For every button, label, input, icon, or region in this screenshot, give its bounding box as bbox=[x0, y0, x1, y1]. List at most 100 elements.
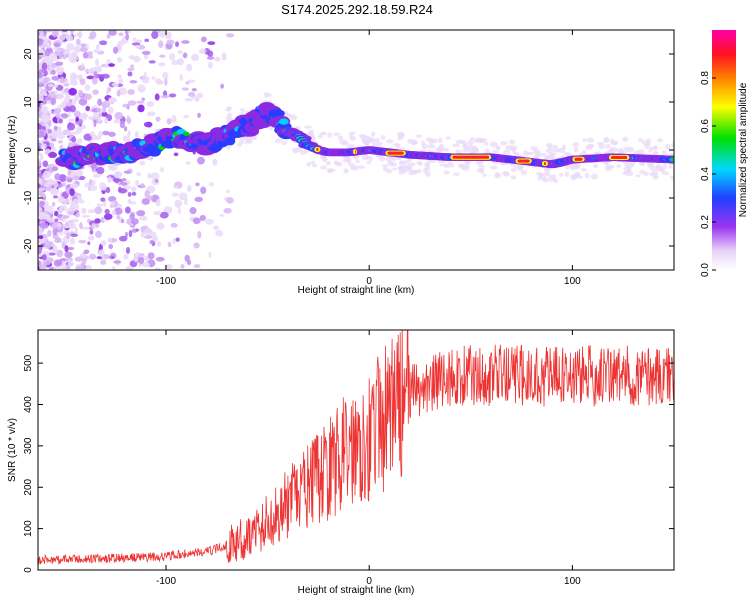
spectrogram-noise-cell bbox=[104, 208, 110, 215]
spectrogram-noise-cell bbox=[85, 105, 91, 112]
spectrogram-noise-cell bbox=[101, 73, 110, 79]
spectrogram-noise-cell bbox=[57, 140, 63, 144]
colorbar-tick-label: 0.4 bbox=[700, 167, 711, 181]
spectrogram-noise-cell bbox=[127, 67, 135, 72]
spectrogram-noise-cell bbox=[158, 30, 167, 38]
spectrogram-halo-cell bbox=[397, 165, 404, 171]
spectrogram-halo-cell bbox=[332, 132, 341, 136]
spectrogram-noise-cell bbox=[53, 267, 58, 270]
spectrogram-noise-cell bbox=[213, 225, 219, 231]
spectrogram-noise-cell bbox=[38, 187, 46, 192]
spectrogram-halo-cell bbox=[489, 165, 498, 170]
spectrogram-halo-cell bbox=[625, 170, 634, 177]
spectrogram-halo-cell bbox=[622, 171, 627, 176]
spectrogram-noise-cell bbox=[198, 48, 207, 55]
spectrogram-noise-cell bbox=[87, 54, 94, 59]
spectrogram-noise-cell bbox=[38, 183, 41, 188]
spectrogram-noise-cell bbox=[66, 122, 76, 131]
spectrogram-noise-cell bbox=[38, 69, 45, 73]
spectrogram-noise-cell bbox=[110, 201, 115, 207]
spectrogram-halo-cell bbox=[572, 141, 580, 148]
spectrogram-noise-cell bbox=[60, 101, 67, 109]
spectrogram-ridge-blob bbox=[669, 158, 674, 162]
spectrogram-ytick-label: 0 bbox=[23, 147, 34, 153]
spectrogram-noise-cell bbox=[59, 145, 63, 150]
spectrogram-noise-cell bbox=[123, 253, 129, 260]
spectrogram-noise-cell bbox=[143, 121, 153, 128]
spectrogram-halo-cell bbox=[622, 136, 629, 143]
spectrogram-noise-cell bbox=[39, 191, 45, 198]
spectrogram-noise-cell bbox=[107, 176, 112, 184]
spectrogram-halo-cell bbox=[341, 141, 350, 146]
spectrogram-halo-cell bbox=[326, 168, 332, 173]
spectrogram-noise-cell bbox=[100, 260, 107, 265]
spectrogram-noise-cell bbox=[186, 184, 192, 192]
spectrogram-noise-cell bbox=[42, 259, 52, 266]
spectrogram-noise-cell bbox=[120, 218, 125, 224]
spectrogram-halo-cell bbox=[311, 163, 317, 168]
spectrogram-noise-cell bbox=[96, 166, 105, 175]
spectrogram-noise-cell bbox=[75, 38, 81, 46]
spectrogram-noise-cell bbox=[155, 256, 165, 262]
spectrogram-noise-cell bbox=[83, 133, 93, 141]
spectrogram-noise-cell bbox=[173, 185, 179, 189]
spectrogram-noise-cell bbox=[138, 215, 148, 221]
spectrogram-noise-cell bbox=[108, 30, 117, 36]
spectrogram-noise-cell bbox=[114, 170, 122, 179]
spectrogram-noise-cell bbox=[105, 89, 110, 95]
spectrogram-noise-cell bbox=[183, 197, 188, 206]
spectrogram-noise-cell bbox=[158, 40, 164, 49]
spectrogram-noise-cell bbox=[66, 232, 71, 239]
spectrogram-halo-cell bbox=[590, 173, 599, 180]
spectrogram-noise-cell bbox=[156, 79, 164, 86]
spectrogram-noise-cell bbox=[77, 138, 83, 144]
spectrogram-halo-cell bbox=[596, 141, 604, 146]
spectrogram-halo-cell bbox=[357, 165, 365, 170]
spectrogram-noise-cell bbox=[72, 198, 80, 205]
spectrogram-halo-cell bbox=[569, 165, 576, 171]
spectrogram-ridge-blob bbox=[183, 131, 190, 136]
spectrogram-noise-cell bbox=[38, 151, 41, 156]
spectrogram-halo-cell bbox=[661, 150, 667, 154]
spectrogram-noise-cell bbox=[38, 178, 42, 183]
spectrogram-noise-cell bbox=[54, 31, 59, 37]
spectrogram-noise-cell bbox=[95, 230, 102, 239]
spectrogram-halo-cell bbox=[582, 149, 587, 154]
spectrogram-halo-cell bbox=[573, 173, 581, 179]
spectrogram-noise-cell bbox=[132, 37, 137, 42]
spectrogram-halo-cell bbox=[669, 175, 674, 180]
spectrogram-noise-cell bbox=[147, 172, 152, 179]
spectrogram-noise-cell bbox=[154, 267, 161, 270]
spectrogram-noise-cell bbox=[42, 170, 52, 178]
spectrogram-noise-cell bbox=[113, 260, 122, 264]
spectrogram-noise-cell bbox=[177, 50, 183, 55]
spectrogram-noise-cell bbox=[68, 57, 76, 62]
spectrogram-noise-cell bbox=[141, 97, 145, 101]
spectrogram-noise-cell bbox=[159, 54, 166, 58]
spectrogram-halo-cell bbox=[670, 142, 674, 148]
spectrogram-noise-cell bbox=[89, 253, 97, 260]
spectrogram-halo-cell bbox=[603, 136, 609, 143]
spectrogram-xlabel: Height of straight line (km) bbox=[298, 285, 415, 296]
spectrogram-noise-cell bbox=[42, 100, 47, 105]
spectrogram-noise-cell bbox=[68, 118, 75, 122]
spectrogram-noise-cell bbox=[59, 76, 65, 84]
spectrogram-noise-cell bbox=[63, 83, 70, 87]
spectrogram-halo-cell bbox=[443, 170, 450, 175]
spectrogram-noise-cell bbox=[86, 51, 94, 56]
spectrogram-noise-cell bbox=[84, 68, 90, 73]
spectrogram-halo-cell bbox=[582, 138, 587, 143]
spectrogram-halo-cell bbox=[513, 151, 520, 156]
spectrogram-noise-cell bbox=[96, 256, 103, 260]
spectrogram-noise-cell bbox=[114, 111, 124, 120]
spectrogram-noise-cell bbox=[81, 214, 91, 218]
spectrogram-halo-cell bbox=[543, 170, 551, 177]
spectrogram-noise-cell bbox=[118, 188, 127, 194]
spectrogram-halo-cell bbox=[428, 139, 435, 144]
spectrogram-noise-cell bbox=[67, 246, 75, 251]
spectrogram-noise-cell bbox=[166, 118, 172, 125]
snr-ytick-label: 300 bbox=[23, 437, 34, 454]
snr-ytick-label: 100 bbox=[23, 520, 34, 537]
spectrogram-halo-cell bbox=[252, 135, 257, 141]
spectrogram-noise-cell bbox=[46, 217, 55, 223]
